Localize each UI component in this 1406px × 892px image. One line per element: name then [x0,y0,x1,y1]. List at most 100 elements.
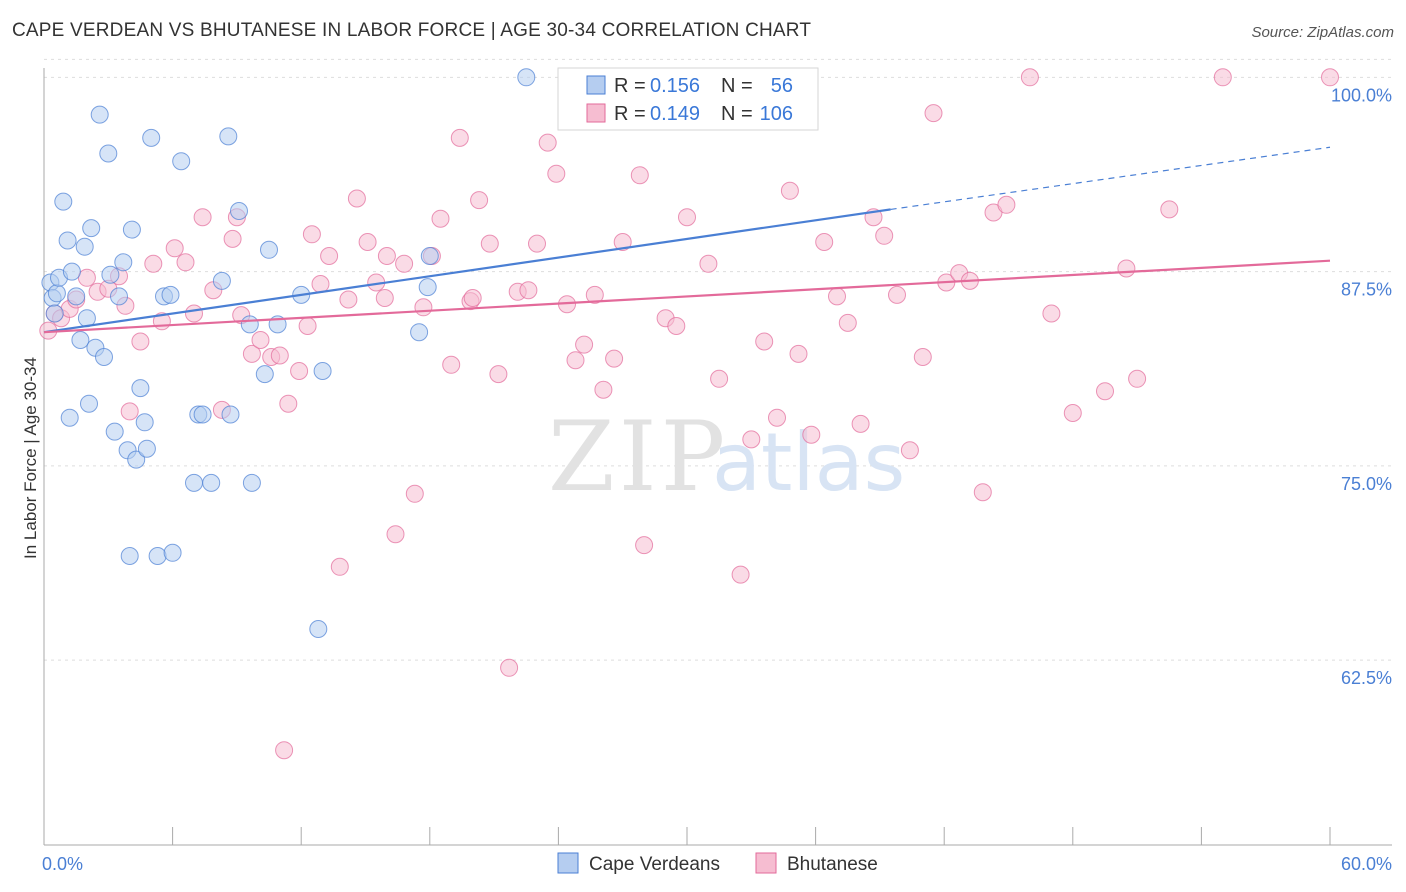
cape-verdean-point-25 [135,413,154,432]
cape-verdean-point-51 [80,394,98,413]
bhutanese-point-32 [347,189,366,208]
bhutanese-point-14 [176,253,195,272]
y-tick-labels: 100.0% 87.5% 75.0% 62.5% [1331,85,1392,688]
watermark: ZIP atlas [548,401,905,513]
bhutanese-point-95 [1128,369,1147,388]
watermark-zip: ZIP [548,401,729,513]
bhutanese-point-51 [528,234,546,253]
cape-verdean-point-48 [420,247,439,265]
cape-verdean-point-49 [517,68,536,87]
legend-r-label-2: R = [614,103,646,125]
cape-verdean-point-7 [62,262,81,281]
cape-verdean-point-41 [260,240,278,259]
bhutanese-point-87 [973,483,992,502]
y-axis-label: In Labor Force | Age 30-34 [21,357,40,559]
bhutanese-point-103 [463,289,482,307]
bhutanese-point-57 [585,285,604,304]
bhutanese-point-47 [489,365,508,384]
bhutanese-point-37 [395,254,414,273]
cape-verdean-point-12 [82,219,101,238]
bhutanese-point-53 [547,164,566,183]
cape-verdean-point-18 [105,422,124,441]
cape-verdean-point-31 [172,152,191,171]
legend-r-label-1: R = [614,75,646,97]
bhutanese-point-97 [1213,68,1232,87]
cape-verdean-point-30 [161,285,180,304]
bhutanese-point-19 [223,229,242,248]
legend-n-label-1: N = [721,75,753,97]
bhutanese-point-104 [275,741,294,760]
chart-title: CAPE VERDEAN VS BHUTANESE IN LABOR FORCE… [12,20,812,41]
cape-verdean-point-52 [120,547,139,565]
cape-verdean-point-15 [95,348,113,366]
bhutanese-point-11 [144,254,163,273]
bhutanese-point-45 [470,191,489,210]
bhutanese-point-74 [815,233,834,251]
cape-verdean-point-46 [410,323,429,342]
bhutanese-point-91 [1042,304,1061,323]
bottom-legend-swatch-pink [755,852,777,874]
bhutanese-point-75 [828,287,846,306]
cape-verdean-point-14 [90,105,109,124]
cape-verdean-point-27 [142,128,161,147]
bhutanese-point-61 [635,536,654,555]
bottom-legend-swatch-blue [557,852,579,874]
bhutanese-point-42 [442,355,461,374]
bhutanese-point-63 [667,317,686,335]
y-tick-label-2: 75.0% [1341,474,1392,494]
bhutanese-point-26 [290,362,309,380]
legend-swatch-blue [586,75,606,95]
cape-verdean-point-55 [240,315,259,334]
bhutanese-point-72 [789,344,808,363]
bhutanese-point-33 [358,233,377,251]
bhutanese-point-80 [888,285,906,304]
bhutanese-point-102 [377,247,396,265]
bhutanese-point-39 [414,298,433,317]
bhutanese-point-16 [193,208,212,227]
bhutanese-point-82 [913,348,932,366]
bhutanese-point-59 [605,349,624,368]
cape-verdean-point-23 [127,450,146,469]
legend-n-value-1: 56 [771,75,793,97]
axes [43,68,1392,846]
bhutanese-point-30 [330,557,349,576]
bhutanese-point-50 [519,281,538,300]
bhutanese-point-89 [997,195,1016,214]
bhutanese-point-66 [710,369,729,388]
legend-n-value-2: 106 [760,103,793,125]
cape-verdean-point-19 [110,287,128,306]
cape-verdean-point-45 [313,362,332,380]
bhutanese-point-77 [851,414,870,433]
legend-n-label-2: N = [721,103,753,125]
bottom-legend: Cape Verdeans Bhutanese [557,852,878,875]
bhutanese-point-15 [185,304,203,323]
bhutanese-point-83 [924,104,943,123]
bhutanese-point-27 [298,317,317,335]
cape-verdean-trend-line [43,208,891,334]
bhutanese-point-94 [1117,259,1136,278]
cape-verdean-point-53 [163,543,182,562]
cape-verdean-point-10 [75,237,94,256]
bhutanese-point-55 [566,351,585,370]
cape-verdean-point-39 [242,473,261,492]
bhutanese-point-36 [386,525,405,544]
bhutanese-point-13 [165,239,184,258]
bhutanese-point-58 [594,380,613,399]
legend-r-value-1: 0.156 [650,75,700,97]
bhutanese-point-25 [279,394,298,413]
trend-lines [43,146,1331,334]
bhutanese-point-76 [838,313,857,332]
bottom-legend-label-pink: Bhutanese [787,854,878,875]
cape-verdean-point-37 [219,127,238,146]
cape-verdean-point-2 [45,304,64,323]
bottom-legend-label-blue: Cape Verdeans [589,854,720,875]
legend: R = 0.156 N = 56 R = 0.149 N = 106 [557,67,819,131]
cape-verdean-point-32 [185,473,203,492]
bhutanese-point-5 [77,268,96,287]
bhutanese-point-64 [678,208,696,227]
bhutanese-point-92 [1063,404,1082,422]
bhutanese-point-46 [480,234,499,253]
cape-verdean-point-36 [212,271,231,290]
bhutanese-point-93 [1096,382,1114,401]
